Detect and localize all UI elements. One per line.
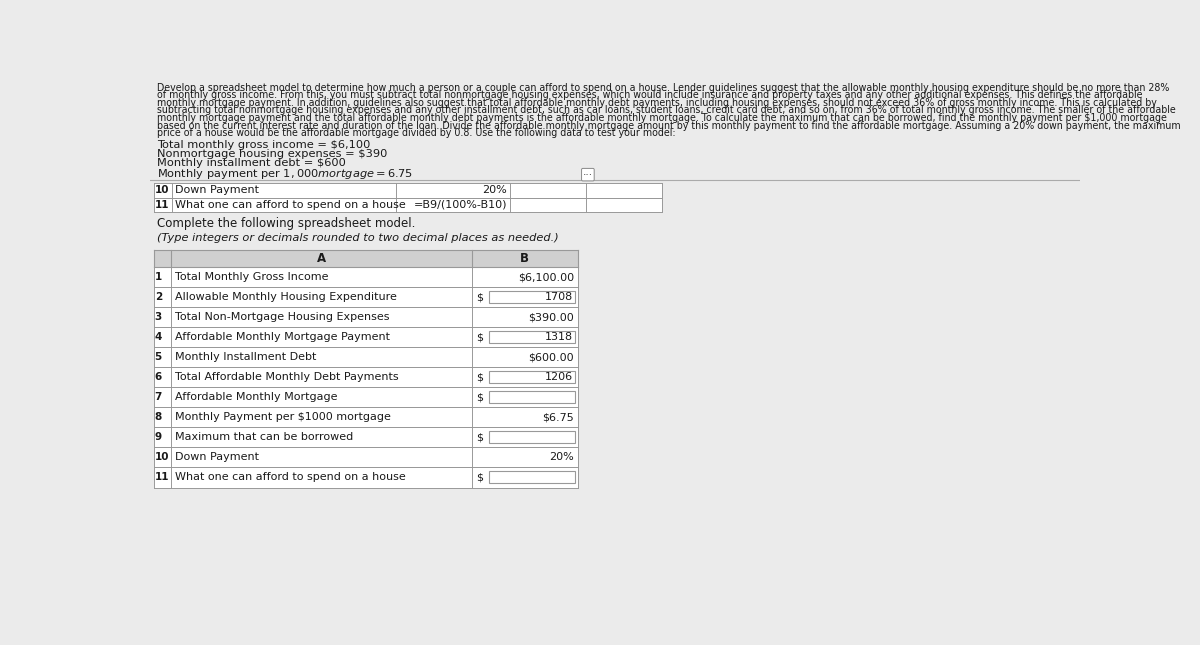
Text: Affordable Monthly Mortgage Payment: Affordable Monthly Mortgage Payment xyxy=(175,332,390,342)
Text: Complete the following spreadsheet model.: Complete the following spreadsheet model… xyxy=(157,217,415,230)
Text: 8: 8 xyxy=(155,412,162,422)
Text: 7: 7 xyxy=(155,392,162,402)
Text: 10: 10 xyxy=(155,453,169,462)
Bar xyxy=(488,372,575,383)
Bar xyxy=(488,292,575,303)
Text: $: $ xyxy=(476,372,484,382)
Text: 2: 2 xyxy=(155,292,162,303)
Text: $6.75: $6.75 xyxy=(542,412,574,422)
Bar xyxy=(154,267,578,287)
Text: 5: 5 xyxy=(155,352,162,362)
Text: 1318: 1318 xyxy=(545,332,574,342)
Text: Monthly installment debt = $600: Monthly installment debt = $600 xyxy=(157,158,346,168)
Text: monthly mortgage payment. In addition, guidelines also suggest that total afford: monthly mortgage payment. In addition, g… xyxy=(157,98,1157,108)
Text: $390.00: $390.00 xyxy=(528,312,574,322)
Text: Develop a spreadsheet model to determine how much a person or a couple can affor: Develop a spreadsheet model to determine… xyxy=(157,83,1169,93)
Bar xyxy=(488,392,575,403)
Bar xyxy=(154,348,578,368)
Text: subtracting total nonmortgage housing expenses and any other installment debt, s: subtracting total nonmortgage housing ex… xyxy=(157,105,1176,115)
Text: (Type integers or decimals rounded to two decimal places as needed.): (Type integers or decimals rounded to tw… xyxy=(157,233,559,243)
Bar xyxy=(154,287,578,307)
Text: Allowable Monthly Housing Expenditure: Allowable Monthly Housing Expenditure xyxy=(175,292,397,303)
Bar xyxy=(154,250,578,267)
Text: 11: 11 xyxy=(155,473,169,482)
Text: 1: 1 xyxy=(155,272,162,283)
Bar xyxy=(154,448,578,468)
Bar xyxy=(488,471,575,484)
Text: What one can afford to spend on a house: What one can afford to spend on a house xyxy=(175,473,406,482)
Text: of monthly gross income. From this, you must subtract total nonmortgage housing : of monthly gross income. From this, you … xyxy=(157,90,1142,101)
Text: Monthly Payment per $1000 mortgage: Monthly Payment per $1000 mortgage xyxy=(175,412,391,422)
Text: $6,100.00: $6,100.00 xyxy=(518,272,574,283)
Text: 6: 6 xyxy=(155,372,162,382)
Text: $: $ xyxy=(476,473,484,482)
Text: $: $ xyxy=(476,292,484,303)
Bar xyxy=(154,183,661,197)
Text: 20%: 20% xyxy=(482,186,508,195)
Text: 10: 10 xyxy=(155,186,169,195)
Text: 3: 3 xyxy=(155,312,162,322)
Text: 11: 11 xyxy=(155,200,169,210)
Bar xyxy=(154,197,661,212)
Text: Total Monthly Gross Income: Total Monthly Gross Income xyxy=(175,272,329,283)
Bar xyxy=(154,428,578,448)
Text: Nonmortgage housing expenses = $390: Nonmortgage housing expenses = $390 xyxy=(157,149,388,159)
Text: Maximum that can be borrowed: Maximum that can be borrowed xyxy=(175,432,353,442)
Bar xyxy=(154,307,578,328)
Text: 1708: 1708 xyxy=(545,292,574,303)
Text: $: $ xyxy=(476,432,484,442)
Text: 4: 4 xyxy=(155,332,162,342)
Text: =B9/(100%-B10): =B9/(100%-B10) xyxy=(414,200,508,210)
Bar xyxy=(488,432,575,444)
Text: Total Affordable Monthly Debt Payments: Total Affordable Monthly Debt Payments xyxy=(175,372,398,382)
Bar xyxy=(488,332,575,343)
Text: Total monthly gross income = $6,100: Total monthly gross income = $6,100 xyxy=(157,140,371,150)
Bar xyxy=(154,328,578,348)
Text: ···: ··· xyxy=(583,170,593,180)
Text: Monthly payment per $1,000 mortgage = $6.75: Monthly payment per $1,000 mortgage = $6… xyxy=(157,167,413,181)
Text: monthly mortgage payment and the total affordable monthly debt payments is the a: monthly mortgage payment and the total a… xyxy=(157,113,1166,123)
Text: 20%: 20% xyxy=(550,453,574,462)
Bar xyxy=(154,468,578,488)
Text: Total Non-Mortgage Housing Expenses: Total Non-Mortgage Housing Expenses xyxy=(175,312,389,322)
Text: Down Payment: Down Payment xyxy=(175,453,259,462)
Text: $600.00: $600.00 xyxy=(528,352,574,362)
Text: Monthly Installment Debt: Monthly Installment Debt xyxy=(175,352,316,362)
Text: price of a house would be the affordable mortgage divided by 0.8. Use the follow: price of a house would be the affordable… xyxy=(157,128,676,138)
Text: 1206: 1206 xyxy=(545,372,574,382)
Text: B: B xyxy=(521,252,529,265)
Text: Affordable Monthly Mortgage: Affordable Monthly Mortgage xyxy=(175,392,337,402)
Text: A: A xyxy=(317,252,326,265)
Text: $: $ xyxy=(476,332,484,342)
Text: based on the current interest rate and duration of the loan. Divide the affordab: based on the current interest rate and d… xyxy=(157,121,1181,130)
Text: $: $ xyxy=(476,392,484,402)
Text: Down Payment: Down Payment xyxy=(175,186,259,195)
Text: 9: 9 xyxy=(155,432,162,442)
Bar xyxy=(154,368,578,388)
Text: What one can afford to spend on a house: What one can afford to spend on a house xyxy=(175,200,406,210)
Bar xyxy=(154,388,578,408)
Bar xyxy=(154,408,578,428)
